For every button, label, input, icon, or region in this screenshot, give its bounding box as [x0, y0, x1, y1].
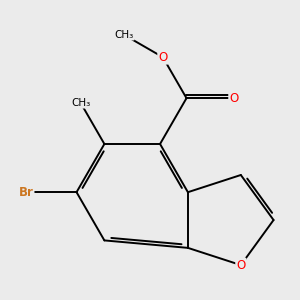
Text: CH₃: CH₃ [71, 98, 90, 108]
Text: Br: Br [19, 186, 34, 199]
Text: O: O [236, 259, 245, 272]
Text: CH₃: CH₃ [115, 30, 134, 40]
Text: O: O [158, 51, 167, 64]
Text: O: O [229, 92, 239, 105]
